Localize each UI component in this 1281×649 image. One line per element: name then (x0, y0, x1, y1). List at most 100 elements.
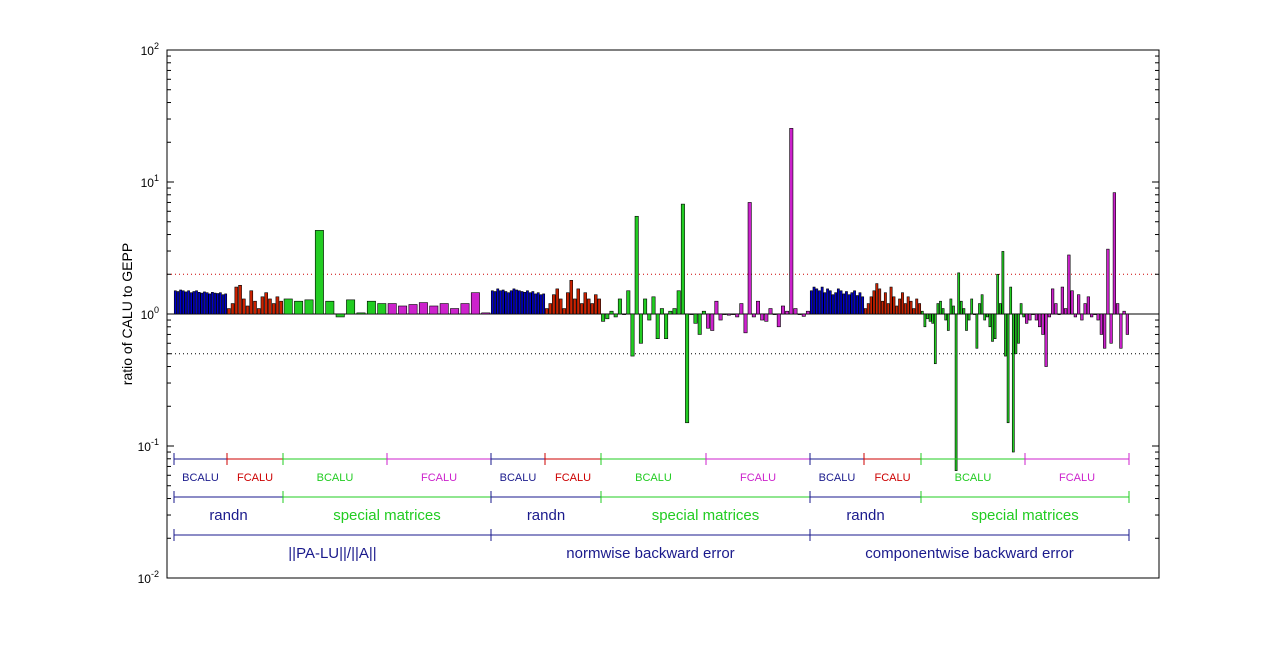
bar (672, 308, 677, 315)
bracket-label: randn (846, 507, 884, 524)
bar (1122, 310, 1126, 315)
bracket-label: FCALU (874, 472, 910, 484)
bar (909, 300, 913, 315)
bar (918, 303, 922, 315)
bar (1093, 313, 1097, 315)
bar (664, 313, 669, 340)
bar (797, 313, 802, 315)
bar (842, 293, 846, 315)
bar (605, 313, 610, 320)
bar (335, 313, 345, 318)
bar (845, 291, 848, 315)
bar (957, 272, 961, 315)
bracket-label: BCALU (955, 472, 992, 484)
bar (609, 310, 614, 315)
bar (356, 312, 366, 315)
bar (260, 296, 265, 315)
bar (988, 313, 992, 328)
bar (1057, 313, 1061, 315)
bar (858, 292, 862, 315)
bar (834, 292, 838, 315)
bar (580, 303, 584, 315)
bar (181, 290, 185, 315)
bar (583, 292, 587, 315)
bar (912, 308, 916, 315)
bar (1001, 251, 1005, 315)
bar (793, 308, 798, 315)
bar (211, 292, 214, 315)
bar (743, 313, 748, 334)
bar (594, 294, 598, 315)
bar (906, 296, 910, 315)
bar (271, 303, 276, 315)
bar (668, 310, 673, 315)
bar (1086, 296, 1090, 315)
bar (831, 294, 835, 315)
bar (408, 304, 418, 315)
bar (726, 313, 731, 316)
bar (1034, 313, 1038, 321)
bar (626, 290, 631, 315)
bar (1054, 303, 1058, 315)
bar (219, 292, 222, 315)
bar (920, 310, 924, 315)
bracket-label: BCALU (182, 472, 219, 484)
bar (878, 288, 882, 315)
bar (676, 290, 681, 315)
bar (176, 291, 180, 315)
bar (189, 292, 193, 315)
bar (460, 303, 470, 315)
bar (195, 290, 198, 315)
bracket-label: componentwise backward error (865, 545, 1073, 562)
bar (275, 296, 280, 315)
bar (697, 313, 702, 335)
bar (812, 286, 816, 315)
bar (991, 313, 994, 342)
bar (184, 291, 188, 315)
bracket-label: randn (209, 507, 247, 524)
bar (915, 298, 919, 315)
bar (655, 313, 660, 340)
bar (548, 303, 552, 315)
bar (959, 300, 963, 315)
bar (689, 313, 694, 315)
bracket-label: ||PA-LU||/||A|| (288, 545, 376, 562)
bar (1031, 313, 1035, 315)
bar (1019, 303, 1023, 315)
bar (1004, 313, 1007, 357)
bar (638, 313, 643, 344)
bar (978, 303, 981, 315)
bar (1070, 290, 1074, 315)
bar (1025, 313, 1029, 324)
bar (528, 292, 532, 315)
bar (230, 303, 235, 315)
bar (764, 313, 769, 322)
bracket-label: FCALU (237, 472, 273, 484)
bar (534, 293, 537, 315)
bar (983, 313, 987, 321)
y-axis-label: ratio of CALU to GEPP (119, 243, 135, 385)
bar (901, 292, 904, 315)
bar (268, 298, 272, 315)
bar (208, 293, 212, 315)
bar (975, 313, 979, 349)
bar (706, 313, 711, 329)
bar (883, 292, 887, 315)
bar (253, 300, 257, 315)
bar (622, 313, 627, 315)
bar (643, 298, 648, 315)
bar (944, 313, 948, 321)
bar (1103, 313, 1107, 349)
bar (1011, 313, 1015, 453)
bar (501, 289, 505, 315)
bar (718, 313, 723, 321)
bar (192, 291, 196, 315)
bar (996, 273, 1000, 315)
bar (245, 305, 250, 315)
bar (693, 313, 698, 324)
bar (470, 292, 480, 315)
bar (789, 128, 794, 315)
bar (892, 296, 896, 315)
bar (617, 298, 622, 315)
bracket-label: special matrices (971, 507, 1079, 524)
